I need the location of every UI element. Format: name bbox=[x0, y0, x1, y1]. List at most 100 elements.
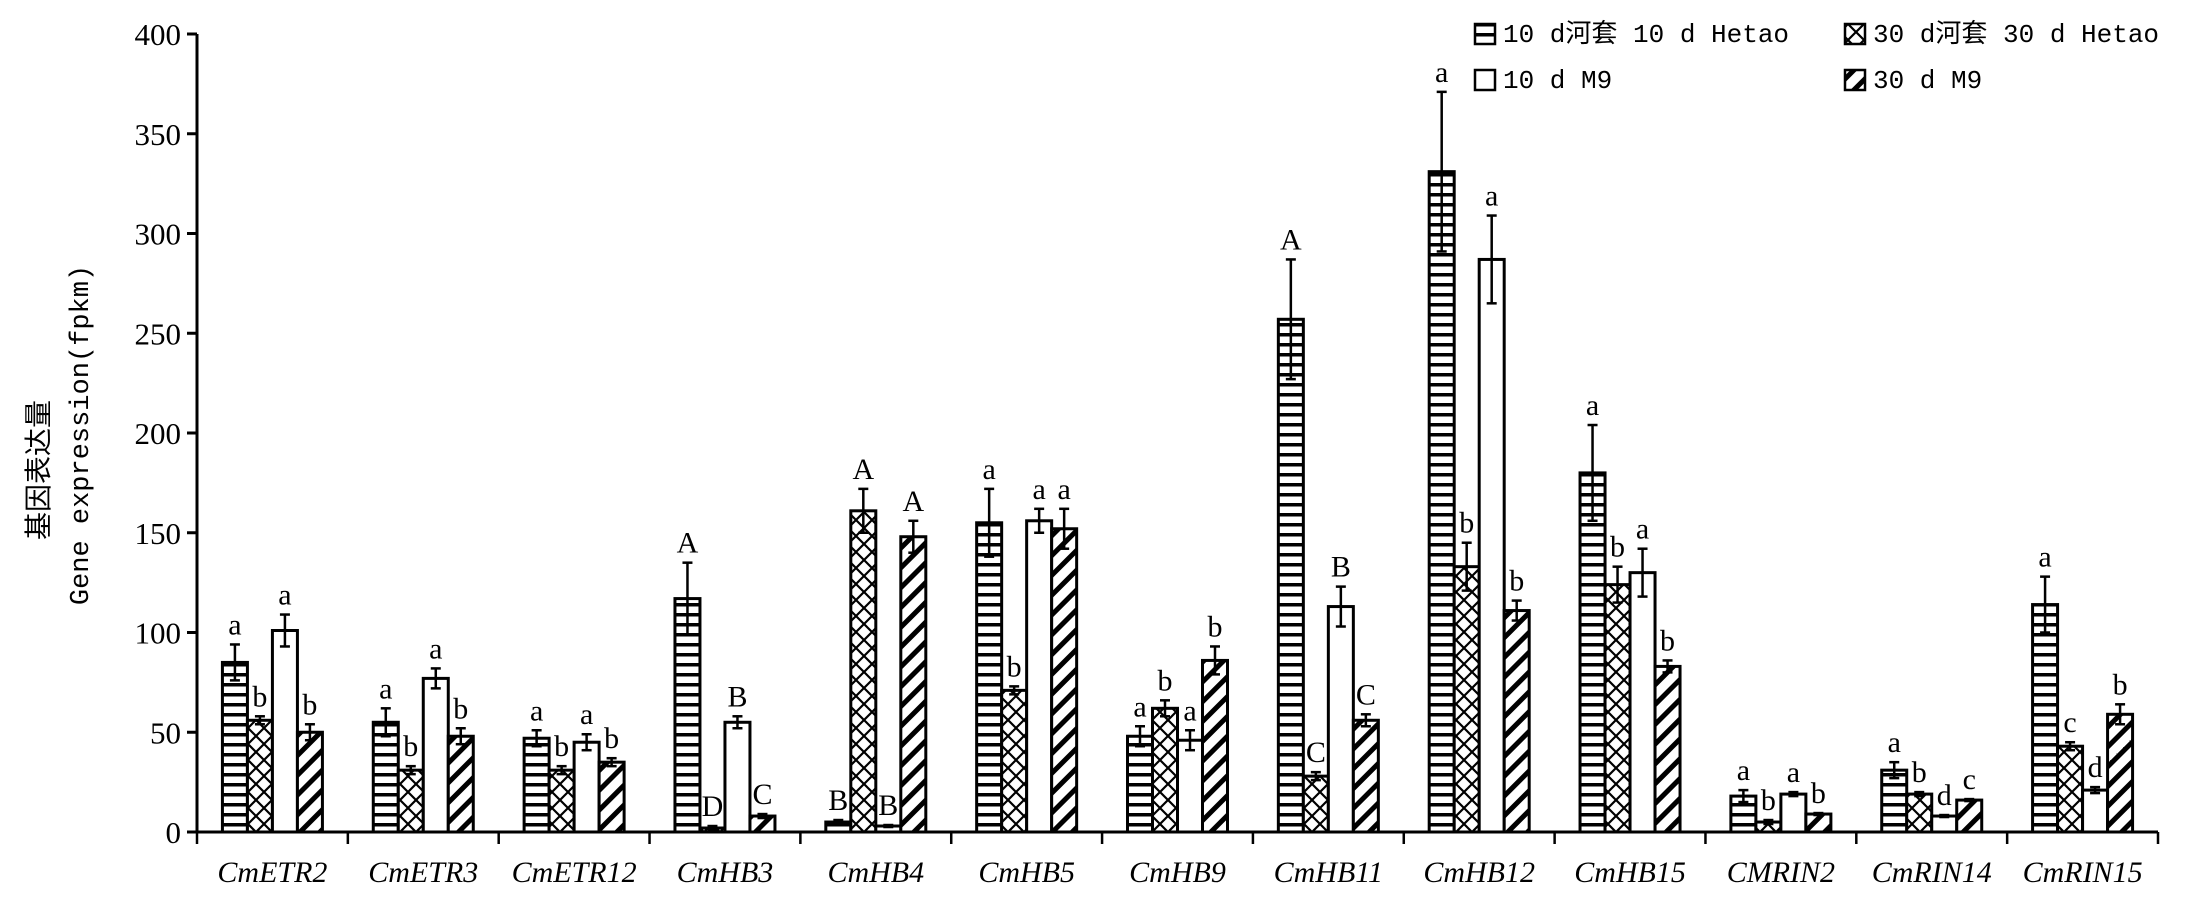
bar bbox=[1578, 471, 1607, 834]
y-tick-label: 50 bbox=[150, 715, 181, 750]
legend-swatch-empty bbox=[1473, 68, 1497, 92]
y-tick-label: 350 bbox=[135, 117, 182, 152]
significance-letter: a bbox=[1586, 389, 1599, 422]
significance-letter: d bbox=[1937, 779, 1952, 812]
significance-letter: b bbox=[1761, 784, 1776, 817]
bar bbox=[1126, 734, 1154, 834]
significance-letter: a bbox=[228, 608, 241, 641]
significance-letter: b bbox=[1158, 664, 1173, 697]
significance-letter: b bbox=[2113, 668, 2128, 701]
significance-letter: A bbox=[852, 453, 874, 486]
legend-label: 30 d M9 bbox=[1873, 66, 1982, 96]
bar bbox=[1653, 664, 1682, 834]
significance-letter: a bbox=[1057, 473, 1070, 506]
significance-letter: C bbox=[1356, 678, 1376, 711]
y-tick-label: 0 bbox=[166, 815, 182, 850]
x-tick-label: CmRIN15 bbox=[2023, 856, 2143, 889]
significance-letter: a bbox=[530, 694, 543, 727]
bar bbox=[1880, 768, 1909, 834]
bar bbox=[270, 629, 299, 834]
y-tick-label: 100 bbox=[135, 616, 182, 651]
significance-letter: b bbox=[1208, 610, 1223, 643]
bar bbox=[1502, 609, 1531, 834]
legend-swatch-diagonal bbox=[1843, 68, 1867, 92]
significance-letter: a bbox=[429, 632, 442, 665]
legend: 10 d河套 10 d Hetao 30 d河套 30 d Hetao 10 d M… bbox=[1473, 19, 2159, 96]
y-tick-label: 200 bbox=[135, 416, 182, 451]
x-tick-label: CmHB9 bbox=[1129, 856, 1226, 889]
x-tick-label: CmHB11 bbox=[1274, 856, 1383, 889]
x-tick-label: CmHB12 bbox=[1423, 856, 1535, 889]
significance-letter: a bbox=[1133, 690, 1146, 723]
bar bbox=[673, 597, 702, 834]
bar bbox=[1351, 718, 1380, 834]
bar bbox=[295, 730, 324, 834]
bar bbox=[1326, 605, 1355, 834]
significance-letter: C bbox=[752, 778, 772, 811]
significance-letter: a bbox=[278, 579, 291, 612]
significance-letter: B bbox=[727, 680, 747, 713]
significance-letter: c bbox=[1963, 763, 1976, 796]
significance-letter: B bbox=[878, 789, 898, 822]
bar bbox=[899, 535, 928, 834]
significance-letter: b bbox=[1459, 507, 1474, 540]
bar bbox=[1905, 792, 1934, 834]
x-tick-label: CmRIN14 bbox=[1872, 856, 1992, 889]
bar bbox=[220, 660, 249, 834]
bar bbox=[522, 736, 551, 834]
bar bbox=[371, 720, 400, 834]
significance-letter: B bbox=[828, 784, 848, 817]
bar bbox=[1930, 814, 1959, 834]
x-tick-label: CmETR2 bbox=[217, 856, 327, 889]
significance-letter: b bbox=[302, 688, 317, 721]
bar bbox=[1628, 571, 1657, 834]
bar bbox=[245, 718, 274, 834]
significance-letter: d bbox=[2088, 751, 2103, 784]
bar bbox=[2106, 712, 2135, 834]
y-tick-label: 250 bbox=[135, 316, 182, 351]
bar bbox=[1301, 774, 1330, 834]
bar bbox=[547, 768, 576, 834]
bar bbox=[1201, 658, 1229, 834]
significance-letter: a bbox=[1183, 694, 1196, 727]
y-tick-label: 150 bbox=[135, 516, 182, 551]
y-tick-label: 400 bbox=[135, 17, 182, 52]
bar bbox=[446, 734, 475, 834]
significance-letter: b bbox=[453, 692, 468, 725]
x-tick-label: CmHB15 bbox=[1574, 856, 1686, 889]
bar bbox=[1477, 257, 1506, 834]
y-axis-title: 基因表达量 Gene expression(fpkm) bbox=[22, 265, 97, 605]
bar bbox=[597, 760, 626, 834]
significance-letter: A bbox=[677, 527, 699, 560]
significance-letter: C bbox=[1306, 736, 1326, 769]
bar bbox=[975, 521, 1004, 834]
significance-letter: b bbox=[1509, 565, 1524, 598]
bar bbox=[1151, 706, 1179, 834]
significance-letter: a bbox=[1485, 180, 1498, 213]
significance-letter: a bbox=[1888, 726, 1901, 759]
significance-letter: a bbox=[1787, 756, 1800, 789]
significance-letter: b bbox=[403, 730, 418, 763]
significance-letter: A bbox=[902, 485, 924, 518]
bar bbox=[2031, 603, 2060, 834]
significance-letter: a bbox=[379, 672, 392, 705]
y-axis-title-en: Gene expression(fpkm) bbox=[67, 265, 97, 605]
bar bbox=[1779, 792, 1808, 834]
bar bbox=[2056, 744, 2085, 834]
bar bbox=[1427, 170, 1456, 834]
legend-label: 10 d M9 bbox=[1503, 66, 1612, 96]
y-axis-title-cn: 基因表达量 bbox=[22, 400, 55, 540]
x-tick-label: CmETR12 bbox=[512, 856, 637, 889]
y-tick-label: 300 bbox=[135, 217, 182, 252]
bar bbox=[723, 720, 752, 834]
significance-letter: a bbox=[1032, 473, 1045, 506]
bar bbox=[1276, 317, 1305, 834]
significance-letter: b bbox=[554, 730, 569, 763]
legend-swatch-horizontal bbox=[1473, 22, 1497, 46]
significance-letter: a bbox=[1435, 56, 1448, 89]
bar bbox=[1176, 738, 1204, 834]
bar bbox=[572, 740, 601, 834]
bar bbox=[1603, 583, 1632, 834]
bar bbox=[1000, 688, 1029, 834]
